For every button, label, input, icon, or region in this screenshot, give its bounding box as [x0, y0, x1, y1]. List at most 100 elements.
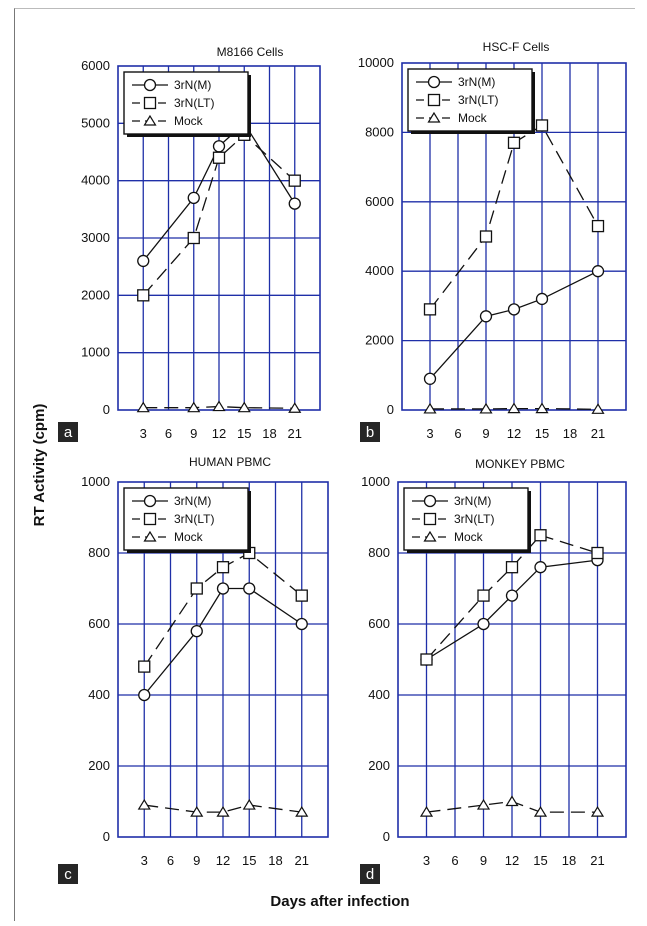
x-axis-label: Days after infection — [270, 893, 409, 910]
data-point-square — [507, 136, 521, 149]
y-tick-label: 2000 — [81, 287, 110, 302]
data-point-square — [187, 231, 200, 245]
chart-legend: 3rN(M) 3rN(LT) Mock — [407, 68, 535, 134]
y-tick-label: 6000 — [365, 194, 394, 209]
y-tick-label: 5000 — [81, 115, 110, 130]
panel-label: d — [360, 864, 380, 884]
legend-marker-circle — [427, 75, 441, 89]
y-tick-label: 0 — [103, 402, 110, 417]
x-tick-label: 15 — [535, 426, 549, 441]
y-tick-label: 1000 — [81, 474, 110, 489]
legend-label: Mock — [458, 111, 488, 125]
data-point-square — [534, 529, 547, 542]
x-tick-label: 9 — [480, 853, 487, 868]
data-point-square — [423, 303, 437, 316]
chart-legend: 3rN(M) 3rN(LT) Mock — [123, 71, 251, 137]
data-point-triangle — [423, 402, 437, 414]
data-point-circle — [243, 582, 256, 595]
data-point-triangle — [419, 805, 434, 817]
chart-panel-c: HUMAN PBMC 0 200 400 600 800 1000 3 6 9 12 15 18 21 3r… — [58, 455, 329, 884]
data-point-square — [479, 230, 493, 243]
legend-label: 3rN(M) — [174, 78, 211, 92]
data-point-square — [420, 653, 433, 666]
panel-label: c — [58, 864, 78, 884]
data-point-circle — [288, 197, 301, 210]
panel-label: a — [58, 422, 78, 442]
x-tick-label: 12 — [505, 853, 519, 868]
legend-label: Mock — [454, 530, 484, 544]
legend-label: 3rN(LT) — [454, 512, 494, 526]
y-tick-label: 10000 — [358, 55, 394, 70]
legend-marker-triangle — [143, 530, 157, 542]
data-point-circle — [190, 624, 203, 638]
x-tick-label: 3 — [423, 853, 430, 868]
data-point-square — [477, 589, 490, 602]
data-point-triangle — [295, 805, 309, 817]
x-tick-label: 18 — [268, 853, 282, 868]
chart-title: HSC-F Cells — [483, 40, 550, 54]
data-point-triangle — [190, 805, 204, 817]
x-tick-label: 9 — [190, 426, 197, 441]
x-tick-label: 15 — [237, 426, 251, 441]
legend-marker-circle — [143, 494, 157, 508]
chart-panel-d: MONKEY PBMC 0 200 400 600 800 1000 3 6 9 12 15 18 21 3… — [360, 457, 627, 884]
y-tick-label: 400 — [88, 687, 110, 702]
data-point-square — [288, 174, 301, 187]
y-tick-label: 0 — [387, 402, 394, 417]
data-point-square — [216, 561, 230, 574]
data-point-circle — [477, 617, 490, 631]
data-point-triangle — [136, 401, 150, 413]
y-tick-label: 1000 — [361, 474, 390, 489]
data-point-triangle — [590, 805, 605, 817]
y-tick-label: 800 — [88, 545, 110, 560]
x-tick-label: 15 — [242, 853, 256, 868]
x-tick-label: 21 — [590, 853, 604, 868]
x-tick-label: 18 — [562, 853, 576, 868]
legend-label: 3rN(M) — [454, 494, 491, 508]
data-point-circle — [295, 617, 308, 631]
panel-label-text: b — [366, 424, 374, 441]
chart-title: M8166 Cells — [217, 45, 284, 59]
y-tick-label: 200 — [368, 758, 390, 773]
x-tick-label: 18 — [262, 426, 276, 441]
data-point-triangle — [242, 798, 256, 810]
panel-label-box — [360, 864, 380, 884]
x-tick-label: 15 — [533, 853, 547, 868]
panel-label-text: d — [366, 866, 374, 883]
y-tick-label: 1000 — [81, 345, 110, 360]
data-point-triangle — [507, 402, 521, 414]
y-tick-label: 3000 — [81, 230, 110, 245]
y-tick-label: 4000 — [365, 263, 394, 278]
y-tick-label: 2000 — [365, 333, 394, 348]
legend-marker-square — [427, 93, 441, 107]
data-point-square — [138, 660, 151, 673]
y-tick-label: 4000 — [81, 173, 110, 188]
data-point-triangle — [237, 401, 251, 413]
data-point-square — [212, 151, 226, 164]
y-tick-label: 600 — [368, 616, 390, 631]
x-tick-label: 3 — [140, 426, 147, 441]
data-point-triangle — [288, 402, 302, 413]
legend-marker-circle — [423, 494, 437, 508]
data-point-square — [137, 289, 150, 302]
legend-marker-square — [143, 96, 157, 110]
x-tick-label: 9 — [482, 426, 489, 441]
legend-label: 3rN(LT) — [174, 512, 214, 526]
data-point-circle — [137, 254, 150, 268]
x-tick-label: 21 — [288, 426, 302, 441]
legend-label: 3rN(LT) — [458, 93, 498, 107]
data-point-circle — [535, 292, 549, 306]
x-tick-label: 12 — [212, 426, 226, 441]
data-point-circle — [591, 265, 605, 278]
panel-label: b — [360, 422, 380, 442]
x-tick-label: 3 — [141, 853, 148, 868]
data-point-triangle — [533, 805, 548, 817]
chart-title: MONKEY PBMC — [475, 457, 565, 471]
y-tick-label: 400 — [368, 687, 390, 702]
data-point-triangle — [187, 401, 201, 413]
data-point-circle — [505, 589, 519, 602]
x-tick-label: 21 — [591, 426, 605, 441]
data-point-circle — [423, 372, 437, 385]
x-tick-label: 6 — [454, 426, 461, 441]
